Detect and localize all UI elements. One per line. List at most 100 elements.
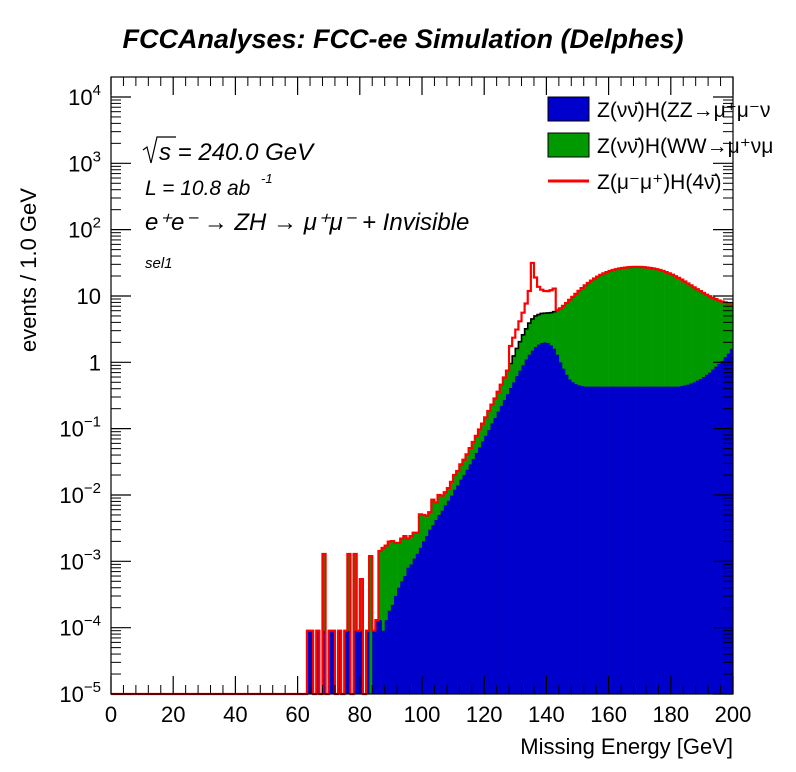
x-axis-title: Missing Energy [GeV]: [520, 734, 733, 759]
bar-zz: [524, 359, 529, 694]
legend-swatch-zz: [547, 96, 590, 122]
bar-zz: [627, 386, 631, 694]
y-tick-label: 10−1: [59, 414, 101, 442]
bar-zz: [387, 610, 392, 694]
bar-zz: [568, 379, 572, 694]
bar-zz: [505, 394, 510, 694]
bar-zz: [322, 630, 326, 694]
bar-zz: [428, 529, 432, 694]
bar-zz: [686, 384, 690, 694]
bar-zz: [661, 386, 665, 694]
bar-zz: [689, 383, 693, 694]
bar-zz: [412, 558, 417, 694]
bar-zz: [605, 386, 609, 694]
bar-zz: [680, 385, 684, 694]
bar-zz: [558, 362, 563, 694]
bar-zz: [415, 553, 420, 694]
chart-title: FCCAnalyses: FCC-ee Simulation (Delphes): [122, 24, 683, 54]
bar-zz: [571, 382, 575, 694]
bar-ww: [322, 553, 326, 694]
bar-zz: [602, 386, 606, 694]
bar-zz: [683, 385, 687, 694]
bar-zz: [384, 620, 389, 694]
bar-zz: [453, 489, 457, 694]
legend-swatch-ww: [547, 132, 590, 158]
bar-zz: [717, 363, 721, 694]
bar-zz: [418, 547, 423, 694]
y-tick-label: 10−5: [59, 679, 101, 707]
bar-zz: [705, 374, 709, 694]
bar-zz: [540, 343, 544, 694]
bar-zz: [658, 386, 662, 694]
bar-zz: [400, 581, 404, 694]
bar-zz: [614, 386, 619, 694]
sqrt-icon: [142, 136, 176, 164]
bar-zz: [546, 343, 550, 694]
bar-zz: [636, 386, 640, 694]
y-tick-label: 104: [68, 82, 101, 110]
y-tick-label: 10−4: [59, 613, 101, 641]
y-axis: 10−5 10−4 10−3 10−2 10−1 1 10 102 103 104: [59, 76, 733, 707]
bar-zz: [586, 386, 591, 694]
bar-zz: [306, 630, 311, 694]
y-tick-label: 10−3: [59, 546, 101, 574]
x-axis: 0 20 40 60 80 100 120 140 160 180 200: [105, 77, 751, 727]
bar-zz: [655, 386, 659, 694]
bar-zz: [484, 435, 488, 694]
x-tick-label: 0: [105, 702, 117, 727]
bar-zz: [642, 386, 647, 694]
bar-zz: [624, 386, 628, 694]
bar-zz: [583, 386, 588, 694]
bar-zz: [596, 386, 600, 694]
bar-zz: [565, 374, 569, 694]
bar-zz: [549, 345, 553, 694]
bar-zz: [499, 405, 504, 694]
legend-label-zz: Z(νν̄)H(ZZ→μ⁺μ⁻ν: [597, 99, 771, 122]
bar-zz: [720, 360, 724, 694]
bar-zz: [390, 604, 395, 694]
y-tick-label: 1: [89, 350, 101, 375]
bar-zz: [518, 370, 522, 694]
bar-zz: [580, 385, 585, 694]
annotation-selection: sel1: [145, 255, 173, 272]
bar-ww: [369, 556, 373, 694]
x-tick-label: 120: [466, 702, 503, 727]
bar-zz: [456, 485, 460, 694]
bar-zz: [372, 630, 376, 694]
bar-zz: [496, 411, 501, 694]
bar-zz: [347, 630, 351, 694]
bar-zz: [561, 368, 566, 694]
bar-zz: [493, 417, 497, 694]
bar-zz: [378, 620, 382, 694]
bar-zz: [515, 376, 519, 694]
bar-zz: [344, 630, 348, 694]
bar-zz: [328, 630, 333, 694]
bar-zz: [726, 353, 731, 694]
bar-zz: [664, 386, 668, 694]
bar-zz: [481, 441, 485, 694]
y-tick-label: 102: [68, 215, 101, 243]
svg-text:L = 10.8 ab: L = 10.8 ab: [145, 177, 251, 200]
bar-zz: [639, 386, 644, 694]
bar-zz: [422, 541, 426, 694]
bar-zz: [530, 350, 535, 694]
bar-zz: [459, 479, 463, 694]
bar-zz: [477, 447, 482, 694]
x-tick-label: 60: [285, 702, 309, 727]
annotation-sqrt-s: s = 240.0 GeV: [142, 136, 315, 166]
bar-zz: [617, 386, 622, 694]
bar-zz: [375, 620, 379, 694]
x-tick-label: 180: [652, 702, 689, 727]
bar-zz: [698, 379, 703, 694]
svg-text:s = 240.0 GeV: s = 240.0 GeV: [159, 139, 315, 166]
svg-text:-1: -1: [261, 171, 273, 186]
bar-zz: [381, 630, 385, 694]
bar-zz: [394, 596, 398, 694]
bar-zz: [611, 386, 616, 694]
bar-zz: [425, 536, 429, 694]
bar-zz: [692, 382, 696, 694]
bar-zz: [589, 386, 594, 694]
bar-zz: [673, 386, 678, 694]
bar-ww: [381, 547, 385, 694]
bar-zz: [310, 630, 314, 694]
